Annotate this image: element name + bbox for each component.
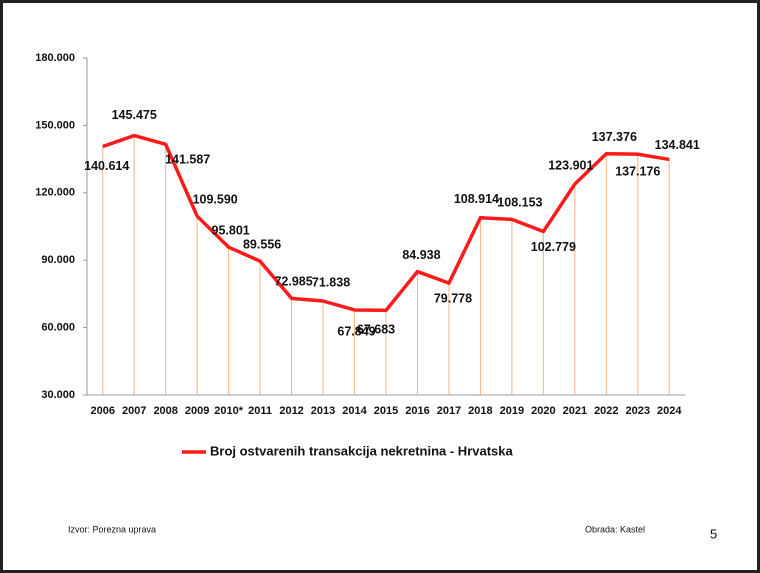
data-label: 102.779 <box>531 240 576 254</box>
data-label: 79.778 <box>434 291 472 305</box>
x-tick-label: 2019 <box>500 405 524 417</box>
data-label: 89.556 <box>243 237 281 251</box>
x-tick-label: 2022 <box>594 405 618 417</box>
y-tick-label: 180.000 <box>35 52 75 64</box>
x-tick-label: 2015 <box>374 405 398 417</box>
x-tick-label: 2016 <box>405 405 429 417</box>
y-tick-label: 150.000 <box>35 119 75 131</box>
data-label: 72.985 <box>274 275 312 289</box>
x-tick-label: 2024 <box>657 405 682 417</box>
data-label: 137.376 <box>592 130 637 144</box>
data-label: 71.838 <box>312 275 350 289</box>
x-tick-label: 2010* <box>214 405 243 417</box>
x-tick-label: 2017 <box>437 405 461 417</box>
y-tick-label: 60.000 <box>41 322 75 334</box>
x-tick-label: 2013 <box>311 405 335 417</box>
x-tick-label: 2008 <box>153 405 177 417</box>
x-tick-label: 2009 <box>185 405 209 417</box>
data-label: 67.849 <box>337 324 375 338</box>
credit-note: Obrada: Kastel <box>585 524 645 534</box>
data-label: 141.587 <box>165 153 210 167</box>
y-tick-label: 30.000 <box>41 389 75 401</box>
y-tick-label: 90.000 <box>41 254 75 266</box>
data-label: 145.475 <box>112 108 157 122</box>
data-label: 140.614 <box>84 159 129 173</box>
data-label: 108.153 <box>497 196 542 210</box>
data-label: 134.841 <box>655 138 700 152</box>
data-label: 108.914 <box>454 192 499 206</box>
data-label: 109.590 <box>193 192 238 206</box>
data-label: 137.176 <box>615 165 660 179</box>
y-tick-label: 120.000 <box>35 187 75 199</box>
slide-number: 5 <box>710 526 717 541</box>
x-tick-label: 2012 <box>279 405 303 417</box>
x-tick-label: 2011 <box>248 405 272 417</box>
data-label: 67.683 <box>357 323 395 337</box>
data-line <box>102 133 670 313</box>
data-label: 123.901 <box>548 158 593 172</box>
x-tick-label: 2021 <box>563 405 587 417</box>
x-tick-label: 2014 <box>342 405 367 417</box>
data-label: 84.938 <box>402 248 440 262</box>
x-tick-label: 2006 <box>90 405 114 417</box>
legend-label: Broj ostvarenih transakcija nekretnina -… <box>210 443 514 458</box>
source-note: Izvor: Porezna uprava <box>68 524 156 534</box>
x-tick-label: 2018 <box>468 405 492 417</box>
x-tick-label: 2007 <box>122 405 146 417</box>
x-tick-label: 2020 <box>531 405 555 417</box>
x-tick-label: 2023 <box>626 405 650 417</box>
data-label: 95.801 <box>212 223 250 237</box>
